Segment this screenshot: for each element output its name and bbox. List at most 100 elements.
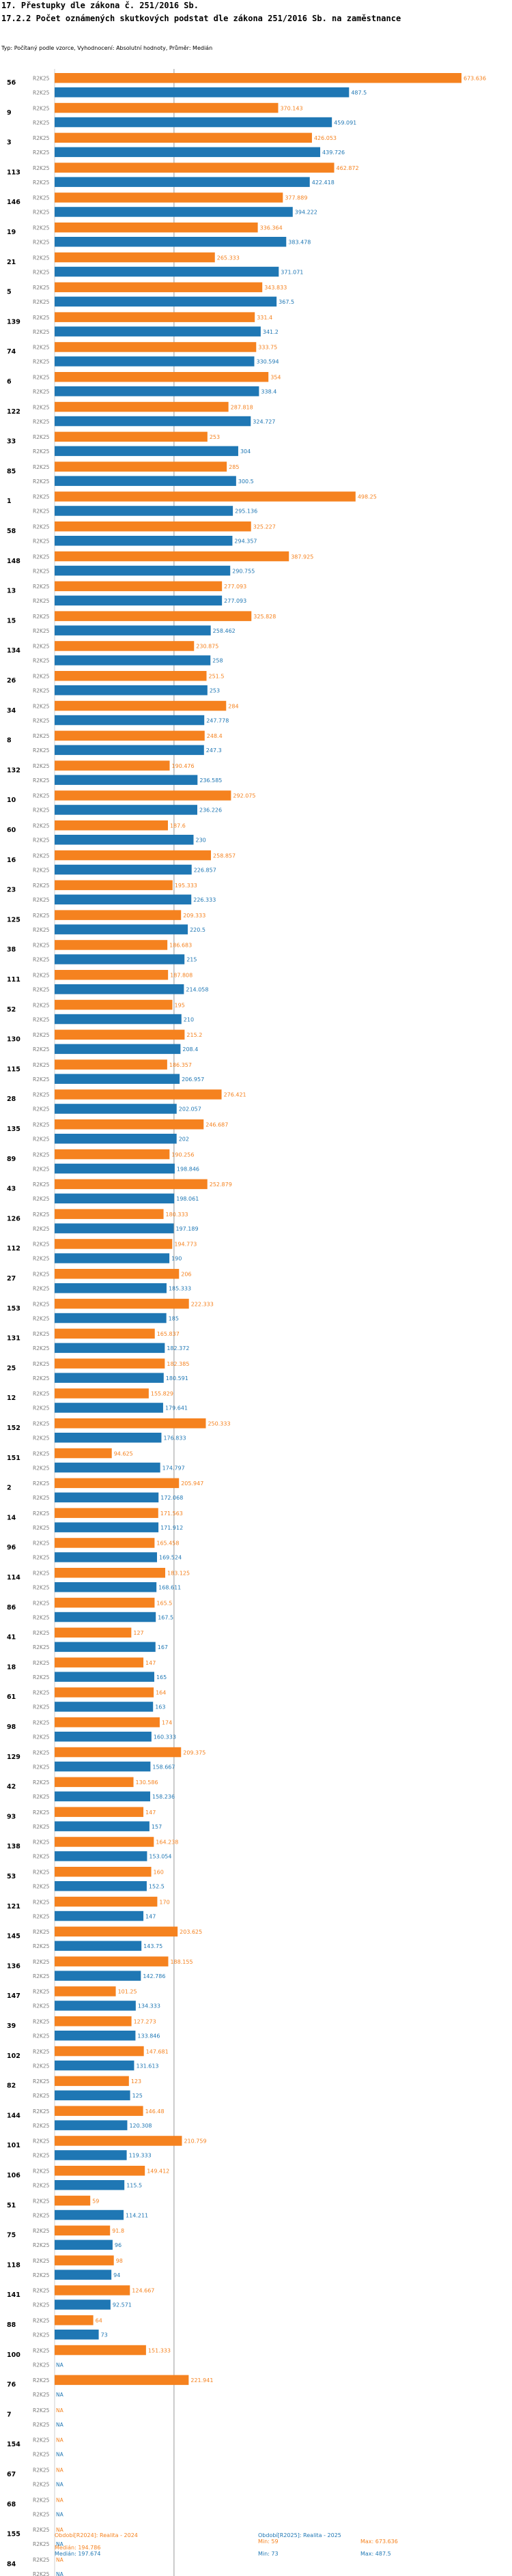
value-label-2025: 198.846 [177, 1166, 199, 1172]
bar-2025 [55, 1313, 167, 1323]
value-label-2024: 64 [96, 2318, 102, 2324]
bar-2024 [55, 401, 229, 412]
value-label-2025: NA [56, 2362, 64, 2368]
bar-2024 [55, 999, 173, 1010]
value-label-2024: 387.925 [291, 554, 313, 560]
row-series-label: R2K25 [33, 1361, 50, 1367]
category-id-label: 139 [7, 318, 20, 326]
category-id-label: 135 [7, 1126, 20, 1133]
bar-2025 [55, 506, 233, 516]
value-label-2025: 114.211 [126, 2212, 148, 2218]
value-label-2025: NA [56, 2571, 64, 2576]
value-label-2024: 210.759 [184, 2138, 206, 2145]
row-series-label: R2K25 [33, 793, 50, 799]
value-label-2025: 171.912 [160, 1525, 183, 1531]
category-id-label: 53 [7, 1873, 16, 1880]
category-id-label: 23 [7, 887, 16, 894]
row-series-label: R2K25 [33, 2093, 50, 2099]
value-label-2025: 214.058 [186, 987, 208, 993]
category-id-label: 51 [7, 2202, 16, 2209]
value-label-2024: 325.828 [253, 614, 276, 620]
bar-2025 [55, 2060, 134, 2071]
chart-legend: Období[R2024]: Realita - 2024 Medián: 19… [55, 2532, 398, 2557]
row-series-label: R2K25 [33, 1511, 50, 1517]
value-label-2024: 171.563 [160, 1511, 183, 1517]
value-label-2025: 167.5 [158, 1614, 173, 1620]
value-label-2024: 276.421 [224, 1092, 246, 1098]
category-id-label: 42 [7, 1784, 16, 1791]
bar-2025 [55, 954, 185, 964]
bar-2024 [55, 2375, 189, 2386]
row-series-label: R2K25 [33, 90, 50, 96]
row-series-label: R2K25 [33, 1212, 50, 1218]
category-id-label: 147 [7, 1992, 20, 2000]
value-label-2024: 253 [210, 434, 220, 440]
row-series-label: R2K25 [33, 1002, 50, 1008]
bar-2025 [55, 2300, 111, 2310]
value-label-2024: 230.875 [196, 644, 218, 650]
row-series-label: R2K25 [33, 2019, 50, 2025]
row-series-label: R2K25 [33, 165, 50, 171]
bar-2024 [55, 342, 257, 352]
row-series-label: R2K25 [33, 614, 50, 620]
category-id-label: 146 [7, 199, 20, 206]
value-label-2025: 290.755 [232, 568, 255, 574]
bar-2024 [55, 1179, 208, 1190]
value-label-2024: 195 [175, 1002, 185, 1008]
row-series-label: R2K25 [33, 1480, 50, 1487]
bar-2025 [55, 894, 192, 905]
bar-2024 [55, 1328, 155, 1339]
value-label-2024: 258.857 [213, 853, 236, 859]
category-id-label: 43 [7, 1186, 16, 1193]
value-label-2025: 174.797 [162, 1465, 185, 1471]
value-label-2024: 147.681 [146, 2048, 169, 2055]
row-series-label: R2K25 [33, 1929, 50, 1935]
value-label-2025: 341.2 [263, 329, 279, 335]
category-id-label: 2 [7, 1485, 12, 1492]
bar-2024 [55, 1538, 155, 1548]
row-series-label: R2K25 [33, 1345, 50, 1351]
bar-2024 [55, 820, 168, 831]
bar-2024 [55, 1657, 144, 1668]
bar-2025 [55, 655, 211, 666]
value-label-2025: 258.462 [213, 628, 236, 634]
row-series-label: R2K25 [33, 1989, 50, 1995]
value-label-2025: 202.057 [179, 1106, 201, 1113]
bar-2025 [55, 2180, 125, 2190]
bar-2024 [55, 1478, 180, 1489]
category-id-label: 21 [7, 259, 16, 266]
row-series-label: R2K25 [33, 1809, 50, 1816]
row-series-label: R2K25 [33, 2571, 50, 2576]
bar-2025 [55, 446, 238, 457]
value-label-2025: 185 [169, 1315, 179, 1321]
row-series-label: R2K25 [33, 1106, 50, 1113]
value-label-2024: 354 [270, 375, 281, 381]
category-id-label: 82 [7, 2083, 16, 2090]
bar-2025 [55, 147, 321, 158]
row-series-label: R2K25 [33, 853, 50, 859]
bar-2024 [55, 1089, 222, 1100]
bar-2025 [55, 1403, 163, 1413]
row-series-label: R2K25 [33, 733, 50, 739]
value-label-2024: NA [56, 2527, 64, 2533]
row-series-label: R2K25 [33, 2198, 50, 2204]
row-series-label: R2K25 [33, 285, 50, 291]
bar-2024 [55, 1418, 206, 1429]
bar-2024 [55, 2255, 114, 2265]
category-id-label: 126 [7, 1215, 20, 1222]
row-series-label: R2K25 [33, 105, 50, 111]
bar-2025 [55, 1462, 160, 1473]
row-series-label: R2K25 [33, 2422, 50, 2428]
bar-2025 [55, 1163, 175, 1174]
bar-2024 [55, 282, 263, 293]
row-series-label: R2K25 [33, 1541, 50, 1547]
value-label-2024: 183.125 [167, 1571, 190, 1577]
bar-2024 [55, 1867, 152, 1877]
row-series-label: R2K25 [33, 1242, 50, 1248]
row-series-label: R2K25 [33, 375, 50, 381]
value-label-2024: 165.5 [156, 1600, 172, 1606]
value-label-2025: 253 [210, 688, 220, 694]
bar-2024 [55, 1508, 158, 1518]
bar-2024 [55, 192, 283, 203]
category-id-label: 152 [7, 1425, 20, 1432]
